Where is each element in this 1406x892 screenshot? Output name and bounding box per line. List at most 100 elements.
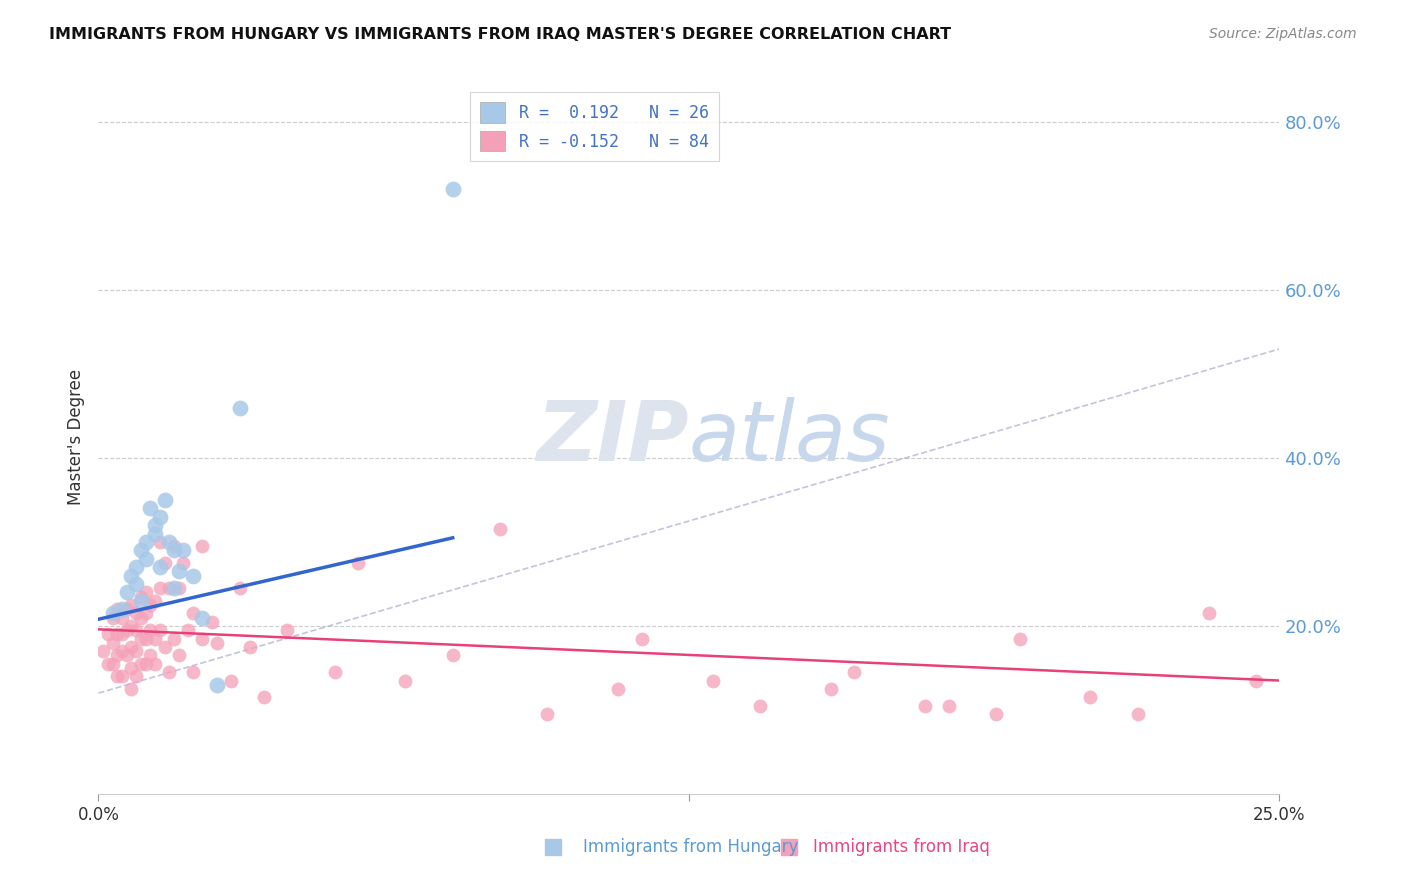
Point: [135, 657, 157, 671]
Point: [205, 678, 228, 692]
Point: [394, 673, 416, 688]
Point: [121, 598, 143, 612]
Point: [172, 556, 194, 570]
Point: [129, 543, 152, 558]
Point: [121, 681, 143, 696]
Point: [153, 640, 176, 654]
Point: [139, 648, 162, 663]
Point: [149, 509, 172, 524]
Point: [172, 543, 194, 558]
Point: [607, 681, 630, 696]
Point: [105, 627, 128, 641]
Point: [139, 501, 162, 516]
Point: [139, 598, 162, 612]
Point: [97, 627, 120, 641]
Point: [239, 640, 262, 654]
Point: [115, 585, 138, 599]
Point: [157, 581, 180, 595]
Point: [219, 673, 242, 688]
Point: [121, 661, 143, 675]
Point: [748, 698, 770, 713]
Point: [1008, 632, 1031, 646]
Point: [121, 619, 143, 633]
Y-axis label: Master's Degree: Master's Degree: [66, 369, 84, 505]
Point: [101, 657, 124, 671]
Point: [149, 581, 172, 595]
Point: [135, 535, 157, 549]
Point: [125, 607, 148, 621]
Point: [135, 551, 157, 566]
Text: atlas: atlas: [689, 397, 890, 477]
Point: [167, 648, 190, 663]
Point: [101, 636, 124, 650]
Point: [914, 698, 936, 713]
Point: [1126, 707, 1149, 722]
Point: [129, 594, 152, 608]
Point: [820, 681, 842, 696]
Text: ZIP: ZIP: [536, 397, 689, 477]
Point: [205, 636, 228, 650]
Point: [489, 523, 512, 537]
Point: [938, 698, 960, 713]
Point: [702, 673, 724, 688]
Point: [181, 665, 204, 680]
Point: [153, 493, 176, 508]
Point: [177, 623, 200, 637]
Point: [984, 707, 1007, 722]
Point: [181, 568, 204, 582]
Text: Source: ZipAtlas.com: Source: ZipAtlas.com: [1209, 27, 1357, 41]
Point: [276, 623, 298, 637]
Point: [163, 543, 186, 558]
Point: [111, 627, 134, 641]
Point: [1244, 673, 1267, 688]
Point: [101, 607, 124, 621]
Point: [121, 568, 143, 582]
Point: [129, 590, 152, 604]
Point: [323, 665, 346, 680]
Point: [143, 632, 166, 646]
Point: [143, 526, 166, 541]
Point: [201, 615, 224, 629]
Point: [191, 632, 214, 646]
Point: [163, 539, 186, 553]
Text: Immigrants from Hungary: Immigrants from Hungary: [582, 838, 799, 856]
Point: [97, 657, 120, 671]
Legend: R =  0.192   N = 26, R = -0.152   N = 84: R = 0.192 N = 26, R = -0.152 N = 84: [470, 92, 718, 161]
Point: [91, 644, 114, 658]
Point: [129, 632, 152, 646]
Point: [157, 665, 180, 680]
Point: [105, 648, 128, 663]
Point: [1198, 607, 1220, 621]
Point: [143, 657, 166, 671]
Point: [125, 577, 148, 591]
Text: IMMIGRANTS FROM HUNGARY VS IMMIGRANTS FROM IRAQ MASTER'S DEGREE CORRELATION CHAR: IMMIGRANTS FROM HUNGARY VS IMMIGRANTS FR…: [49, 27, 952, 42]
Point: [229, 401, 252, 415]
Point: [181, 607, 204, 621]
Point: [167, 565, 190, 579]
Point: [121, 640, 143, 654]
Point: [143, 518, 166, 533]
Point: [111, 602, 134, 616]
Point: [139, 623, 162, 637]
Point: [125, 560, 148, 574]
Point: [149, 535, 172, 549]
Point: [105, 602, 128, 616]
Point: [135, 585, 157, 599]
Point: [125, 644, 148, 658]
Point: [441, 648, 464, 663]
Point: [135, 632, 157, 646]
Point: [441, 182, 464, 196]
Point: [105, 669, 128, 683]
Point: [844, 665, 866, 680]
Point: [129, 657, 152, 671]
Point: [191, 610, 214, 624]
Point: [167, 581, 190, 595]
Point: [125, 669, 148, 683]
Point: [101, 610, 124, 624]
Point: [630, 632, 652, 646]
Point: [253, 690, 276, 705]
Point: [1080, 690, 1102, 705]
Point: [135, 607, 157, 621]
Point: [157, 535, 180, 549]
Point: [229, 581, 252, 595]
